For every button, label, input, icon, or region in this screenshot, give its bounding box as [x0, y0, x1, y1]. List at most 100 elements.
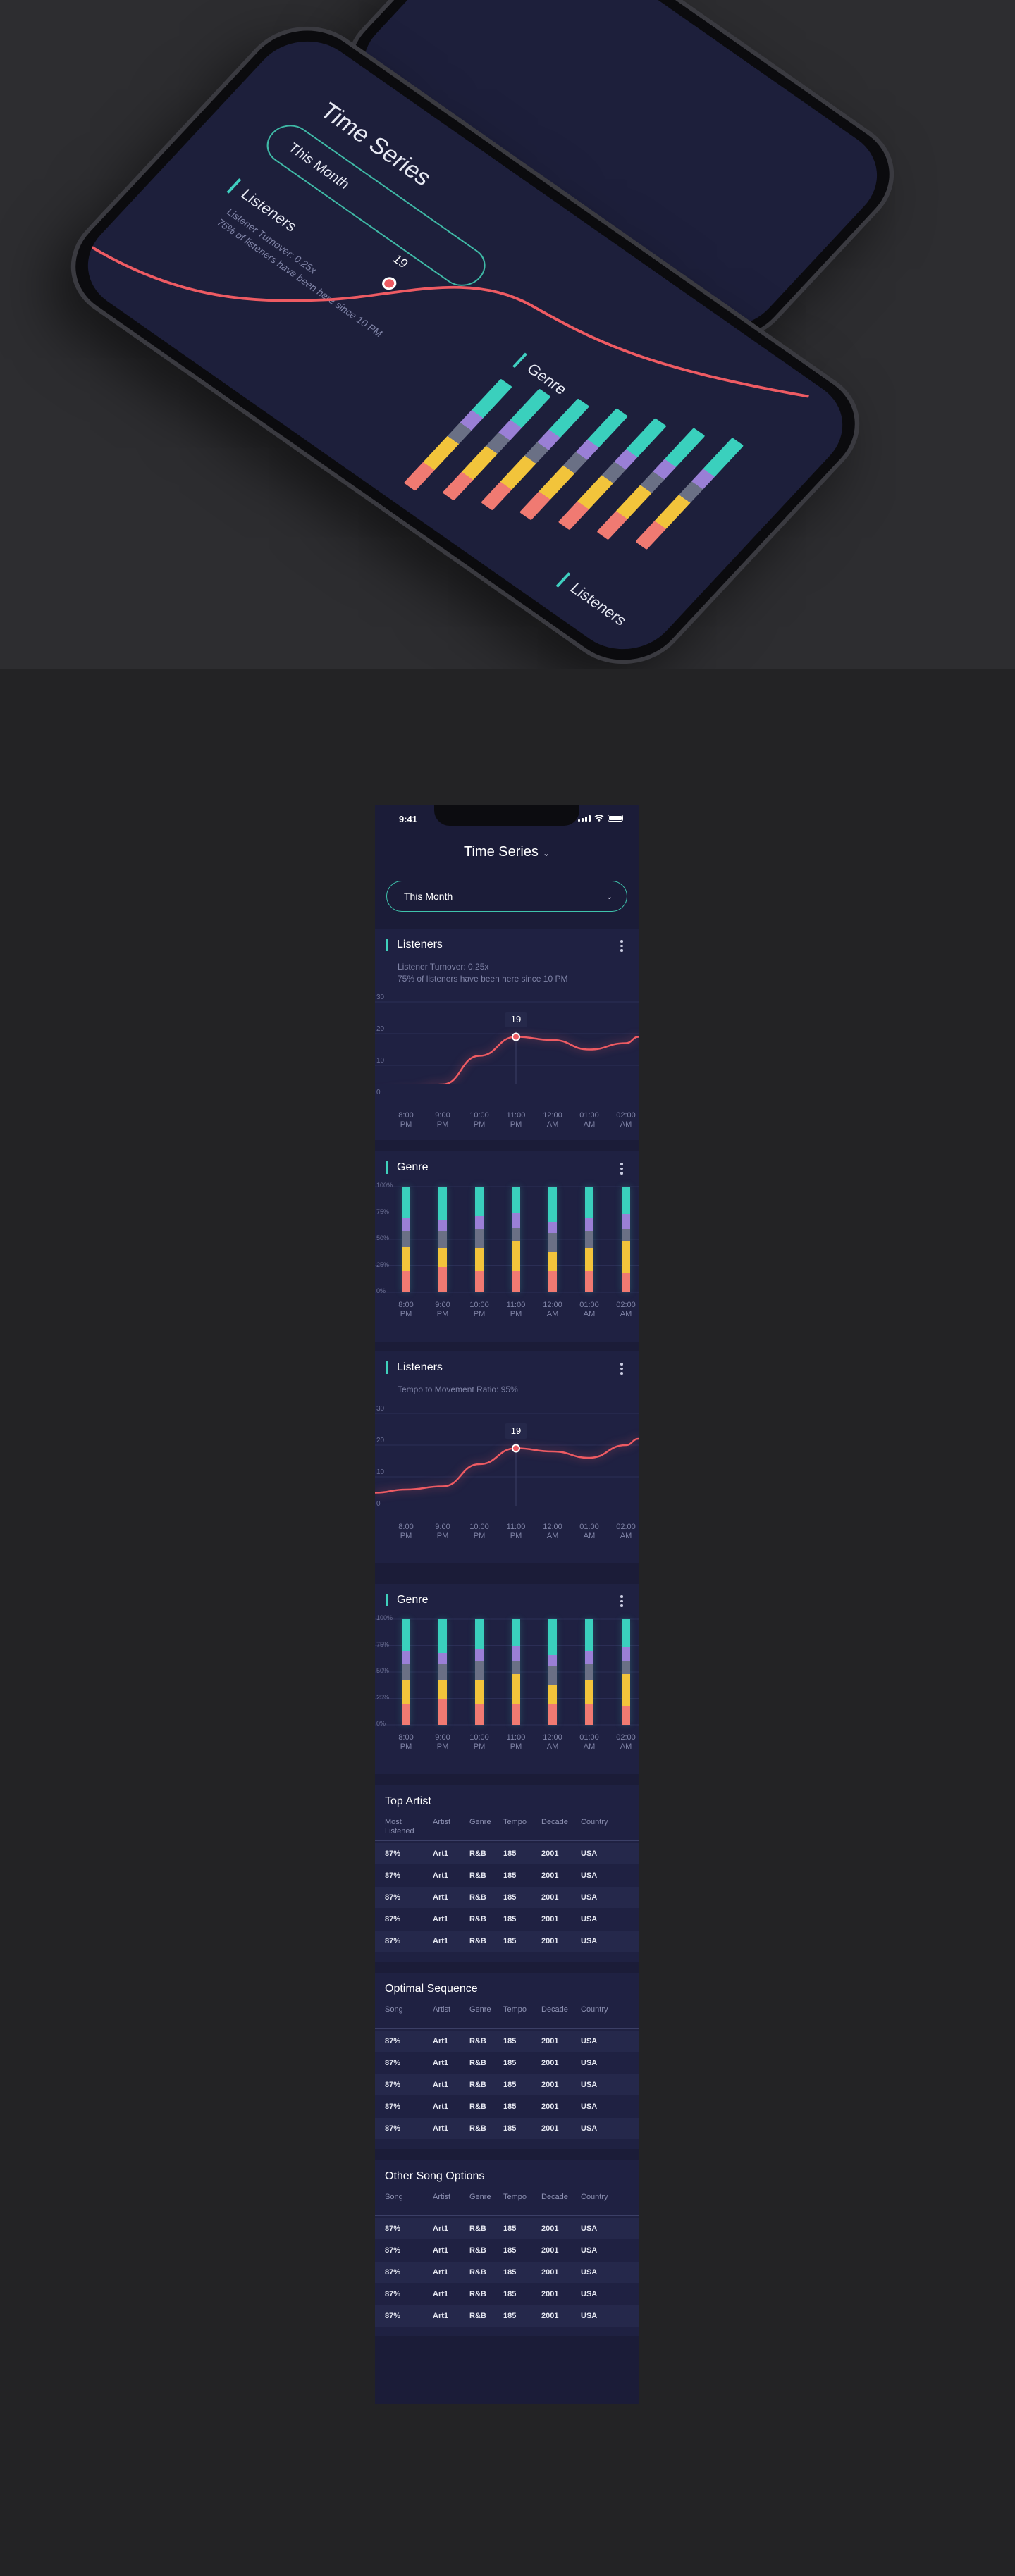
bar-segment	[512, 1187, 520, 1213]
stacked-bar[interactable]	[548, 1187, 557, 1292]
column-header[interactable]: Country	[581, 1818, 608, 1826]
column-header[interactable]: Song	[385, 2005, 403, 2014]
table-row[interactable]: 87% Art1 R&B 185 2001 USA	[375, 2262, 639, 2283]
table-row[interactable]: 87% Art1 R&B 185 2001 USA	[375, 2118, 639, 2139]
table-cell: 87%	[385, 1850, 401, 1858]
stacked-bar[interactable]	[402, 1187, 410, 1292]
column-header[interactable]: Artist	[433, 1818, 451, 1826]
bar-segment	[622, 1706, 630, 1725]
y-tick-label: 75%	[376, 1208, 390, 1215]
y-tick-label: 100%	[376, 1614, 393, 1621]
table-row[interactable]: 87% Art1 R&B 185 2001 USA	[375, 1887, 639, 1908]
device-screen-front: Time Series This Month Listeners Listene…	[66, 22, 865, 669]
table-cell: R&B	[469, 2103, 486, 2111]
column-header[interactable]: Tempo	[503, 2193, 527, 2201]
table-row[interactable]: 87% Art1 R&B 185 2001 USA	[375, 2240, 639, 2261]
y-tick-label: 20	[376, 1025, 385, 1033]
stacked-bar[interactable]	[512, 1619, 520, 1725]
stacked-bar[interactable]	[622, 1187, 630, 1292]
column-header[interactable]: Country	[581, 2193, 608, 2201]
stacked-bar[interactable]	[585, 1187, 593, 1292]
table-cell: 185	[503, 2059, 517, 2067]
column-header[interactable]: Decade	[541, 2005, 568, 2014]
stacked-bar[interactable]	[438, 1187, 447, 1292]
stacked-bar[interactable]	[585, 1619, 593, 1725]
more-icon[interactable]	[620, 1163, 623, 1175]
more-icon[interactable]	[620, 1363, 623, 1375]
more-icon[interactable]	[620, 1595, 623, 1607]
stacked-bar[interactable]	[622, 1619, 630, 1725]
stacked-bar[interactable]	[475, 1619, 484, 1725]
bar-segment	[512, 1241, 520, 1271]
stacked-bar[interactable]	[438, 1619, 447, 1725]
highlight-point[interactable]	[512, 1032, 520, 1041]
highlight-point[interactable]	[512, 1444, 520, 1453]
table-row[interactable]: 87% Art1 R&B 185 2001 USA	[375, 2096, 639, 2117]
table-cell: 87%	[385, 2312, 401, 2320]
bar-segment	[438, 1653, 447, 1664]
bar-segment	[585, 1619, 593, 1651]
table-cell: Art1	[433, 2103, 449, 2111]
x-tick-label: 12:00 AM	[543, 1301, 562, 1318]
x-tick-label: 02:00 AM	[616, 1301, 636, 1318]
stacked-bar[interactable]	[512, 1187, 520, 1292]
column-header[interactable]: Tempo	[503, 2005, 527, 2014]
table-cell: 2001	[541, 1850, 559, 1858]
table-cell: USA	[581, 1937, 598, 1945]
table-cell: Art1	[433, 2268, 449, 2277]
table-row[interactable]: 87% Art1 R&B 185 2001 USA	[375, 1909, 639, 1930]
device-notch	[434, 805, 579, 826]
table-cell: R&B	[469, 2124, 486, 2133]
period-select[interactable]: This Month ⌄	[386, 881, 627, 912]
bar-segment	[622, 1187, 630, 1214]
x-tick-label: 9:00 PM	[435, 1111, 450, 1129]
card-subtitle: Listener Turnover: 0.25x	[398, 962, 489, 972]
table-cell: 87%	[385, 2059, 401, 2067]
bar-segment	[622, 1273, 630, 1292]
column-header[interactable]: Genre	[469, 1818, 491, 1826]
column-header[interactable]: Tempo	[503, 1818, 527, 1826]
table-row[interactable]: 87% Art1 R&B 185 2001 USA	[375, 2305, 639, 2327]
card-subtitle: Tempo to Movement Ratio: 95%	[398, 1385, 518, 1394]
column-header[interactable]: Most Listened	[385, 1818, 414, 1835]
more-icon[interactable]	[620, 940, 623, 952]
stacked-bar[interactable]	[475, 1187, 484, 1292]
table-row[interactable]: 87% Art1 R&B 185 2001 USA	[375, 2284, 639, 2305]
column-header[interactable]: Artist	[433, 2193, 451, 2201]
y-tick-label: 75%	[376, 1640, 390, 1648]
table-cell: USA	[581, 2268, 598, 2277]
card-title: Listeners	[386, 939, 443, 951]
column-header[interactable]: Decade	[541, 2193, 568, 2201]
table-row[interactable]: 87% Art1 R&B 185 2001 USA	[375, 1931, 639, 1952]
x-tick-label: 8:00 PM	[398, 1111, 414, 1129]
table-row[interactable]: 87% Art1 R&B 185 2001 USA	[375, 2052, 639, 2074]
stacked-bar[interactable]	[402, 1619, 410, 1725]
table-row[interactable]: 87% Art1 R&B 185 2001 USA	[375, 2031, 639, 2052]
stacked-bar[interactable]	[548, 1619, 557, 1725]
table-cell: USA	[581, 1850, 598, 1858]
table-cell: R&B	[469, 1893, 486, 1902]
bar-segment	[402, 1218, 410, 1231]
bar-segment	[512, 1271, 520, 1292]
column-header[interactable]: Decade	[541, 1818, 568, 1826]
column-header[interactable]: Artist	[433, 2005, 451, 2014]
table-row[interactable]: 87% Art1 R&B 185 2001 USA	[375, 1865, 639, 1886]
table-row[interactable]: 87% Art1 R&B 185 2001 USA	[375, 1843, 639, 1864]
x-tick-label: 11:00 PM	[506, 1733, 526, 1751]
table-cell: USA	[581, 2312, 598, 2320]
series-line	[375, 1437, 639, 1494]
column-header[interactable]: Country	[581, 2005, 608, 2014]
table-row[interactable]: 87% Art1 R&B 185 2001 USA	[375, 2074, 639, 2095]
table-row[interactable]: 87% Art1 R&B 185 2001 USA	[375, 2218, 639, 2239]
table-cell: Art1	[433, 2246, 449, 2255]
bar-segment	[548, 1252, 557, 1271]
column-header[interactable]: Genre	[469, 2005, 491, 2014]
bar-segment	[548, 1187, 557, 1222]
wifi-icon	[594, 815, 604, 822]
table-cell: 2001	[541, 2103, 559, 2111]
table-cell: 2001	[541, 1871, 559, 1880]
column-header[interactable]: Genre	[469, 2193, 491, 2201]
page-title-button[interactable]: Time Series ⌄	[375, 844, 639, 860]
table-cell: R&B	[469, 2312, 486, 2320]
column-header[interactable]: Song	[385, 2193, 403, 2201]
